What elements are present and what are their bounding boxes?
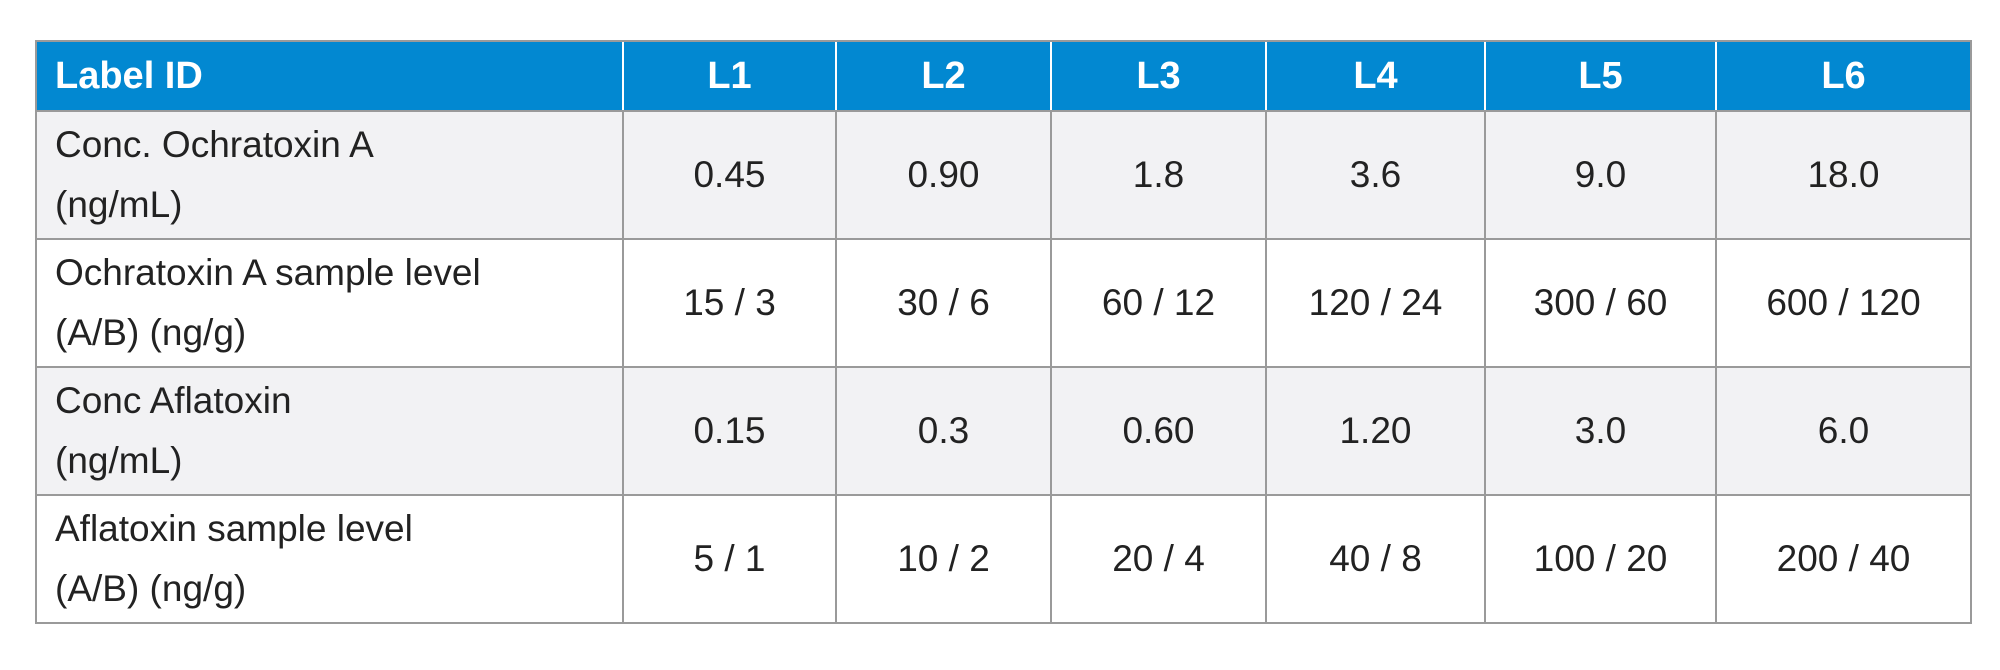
table-cell: 600 / 120 xyxy=(1715,238,1972,368)
table-header-row: Label ID L1 L2 L3 L4 L5 L6 xyxy=(35,40,1972,112)
table-cell: 100 / 20 xyxy=(1484,494,1717,624)
table-cell: 0.45 xyxy=(622,110,837,240)
table-cell: 6.0 xyxy=(1715,366,1972,496)
table-cell: 60 / 12 xyxy=(1050,238,1267,368)
data-table-container: Label ID L1 L2 L3 L4 L5 L6 Conc. Ochrato… xyxy=(35,40,1972,624)
table-cell: 1.8 xyxy=(1050,110,1267,240)
table-cell: 20 / 4 xyxy=(1050,494,1267,624)
table-row: Conc Aflatoxin (ng/mL) 0.15 0.3 0.60 1.2… xyxy=(35,366,1972,496)
table-cell: 0.3 xyxy=(835,366,1052,496)
header-label-id: Label ID xyxy=(35,40,623,112)
table-cell: 0.60 xyxy=(1050,366,1267,496)
header-level-l2: L2 xyxy=(835,40,1051,112)
table-cell: 300 / 60 xyxy=(1484,238,1717,368)
table-cell: 18.0 xyxy=(1715,110,1972,240)
header-level-l6: L6 xyxy=(1715,40,1972,112)
row-label-line: Conc Aflatoxin xyxy=(55,380,292,421)
row-label-unit: (A/B) (ng/g) xyxy=(55,568,247,609)
table-cell: 1.20 xyxy=(1265,366,1486,496)
header-level-l1: L1 xyxy=(622,40,836,112)
table-cell: 0.90 xyxy=(835,110,1052,240)
table-cell: 9.0 xyxy=(1484,110,1717,240)
header-level-l5: L5 xyxy=(1484,40,1716,112)
table-cell: 0.15 xyxy=(622,366,837,496)
row-label-unit: (ng/mL) xyxy=(55,440,183,481)
table-cell: 3.6 xyxy=(1265,110,1486,240)
table-cell: 40 / 8 xyxy=(1265,494,1486,624)
table-cell: 200 / 40 xyxy=(1715,494,1972,624)
table-row: Ochratoxin A sample level (A/B) (ng/g) 1… xyxy=(35,238,1972,368)
table-cell: 120 / 24 xyxy=(1265,238,1486,368)
table-row: Aflatoxin sample level (A/B) (ng/g) 5 / … xyxy=(35,494,1972,624)
table-cell: 10 / 2 xyxy=(835,494,1052,624)
header-level-l4: L4 xyxy=(1265,40,1485,112)
table-cell: 15 / 3 xyxy=(622,238,837,368)
row-label-aflatoxin-sample-level: Aflatoxin sample level (A/B) (ng/g) xyxy=(35,494,624,624)
row-label-conc-aflatoxin: Conc Aflatoxin (ng/mL) xyxy=(35,366,624,496)
table-cell: 3.0 xyxy=(1484,366,1717,496)
row-label-line: Ochratoxin A sample level xyxy=(55,252,481,293)
row-label-line: Conc. Ochratoxin A xyxy=(55,124,374,165)
row-label-line: Aflatoxin sample level xyxy=(55,508,413,549)
table-row: Conc. Ochratoxin A (ng/mL) 0.45 0.90 1.8… xyxy=(35,110,1972,240)
row-label-unit: (A/B) (ng/g) xyxy=(55,312,247,353)
row-label-conc-ochratoxin: Conc. Ochratoxin A (ng/mL) xyxy=(35,110,624,240)
calibration-levels-table: Label ID L1 L2 L3 L4 L5 L6 Conc. Ochrato… xyxy=(35,40,1972,624)
header-level-l3: L3 xyxy=(1050,40,1266,112)
table-cell: 5 / 1 xyxy=(622,494,837,624)
row-label-unit: (ng/mL) xyxy=(55,184,183,225)
row-label-ochratoxin-sample-level: Ochratoxin A sample level (A/B) (ng/g) xyxy=(35,238,624,368)
table-cell: 30 / 6 xyxy=(835,238,1052,368)
